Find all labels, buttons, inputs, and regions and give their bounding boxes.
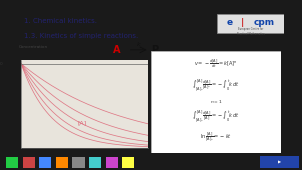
- Text: 1.3. Kinetics of simple reactions.: 1.3. Kinetics of simple reactions.: [24, 33, 139, 39]
- Text: $\int_{[\mathrm{A}]_0}^{[\mathrm{A}]} \frac{d[\mathrm{A}]}{[\mathrm{A}]} = -\int: $\int_{[\mathrm{A}]_0}^{[\mathrm{A}]} \f…: [192, 108, 240, 124]
- Bar: [122, 157, 134, 168]
- Text: [A]: [A]: [77, 121, 87, 126]
- Text: |: |: [241, 18, 244, 27]
- Text: 1. Chemical kinetics.: 1. Chemical kinetics.: [24, 18, 98, 24]
- Bar: [56, 157, 68, 168]
- Bar: [106, 157, 118, 168]
- Text: European Centre for
Practical Mathematics: European Centre for Practical Mathematic…: [237, 27, 265, 36]
- Text: $\ln\frac{[\mathrm{A}]}{[\mathrm{A}]_0} = -kt$: $\ln\frac{[\mathrm{A}]}{[\mathrm{A}]_0} …: [200, 131, 232, 143]
- Text: ▶: ▶: [278, 160, 281, 164]
- Bar: [89, 157, 101, 168]
- Text: A: A: [113, 45, 120, 55]
- Text: e: e: [226, 18, 233, 27]
- Bar: [6, 157, 18, 168]
- Bar: [39, 157, 51, 168]
- Text: [A]$_0$: [A]$_0$: [0, 59, 3, 68]
- Text: $v = -\frac{d[\mathrm{A}]}{dt} = k[\mathrm{A}]^n$: $v = -\frac{d[\mathrm{A}]}{dt} = k[\math…: [194, 58, 238, 70]
- Bar: [260, 156, 299, 168]
- Text: $n=1$: $n=1$: [210, 98, 222, 105]
- Bar: [72, 157, 85, 168]
- Text: P: P: [151, 45, 159, 55]
- Bar: [23, 157, 35, 168]
- Text: cpm: cpm: [253, 18, 275, 27]
- Bar: [217, 14, 284, 33]
- Text: k: k: [137, 42, 140, 47]
- Text: Concentration: Concentration: [19, 45, 48, 49]
- Text: $\int_{[\mathrm{A}]_0}^{[\mathrm{A}]} \frac{d[\mathrm{A}]}{[\mathrm{A}]^n} = -\i: $\int_{[\mathrm{A}]_0}^{[\mathrm{A}]} \f…: [192, 78, 240, 93]
